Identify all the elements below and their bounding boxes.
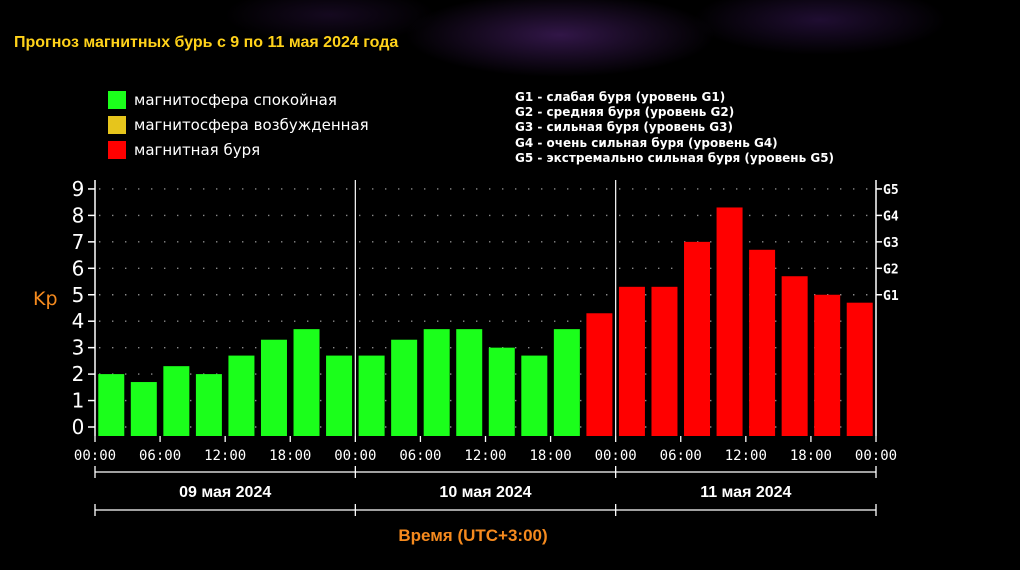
g-legend-g3: G3 - сильная буря (уровень G3) xyxy=(515,120,733,135)
x-tick-label-12: 00:00 xyxy=(855,448,897,464)
g-legend-g5: G5 - экстремально сильная буря (уровень … xyxy=(515,150,835,165)
bar-16 xyxy=(618,286,645,436)
x-tick-label-7: 18:00 xyxy=(530,448,572,464)
x-tick-label-9: 06:00 xyxy=(660,448,702,464)
bar-7 xyxy=(326,355,353,436)
bar-14 xyxy=(553,329,580,436)
y-tick-label-3: 3 xyxy=(72,336,85,360)
g-tick-label-4: G5 xyxy=(883,183,899,198)
x-tick-label-2: 12:00 xyxy=(204,448,246,464)
y-tick-label-4: 4 xyxy=(72,309,85,333)
bar-4 xyxy=(228,355,255,436)
g-legend-g1: G1 - слабая буря (уровень G1) xyxy=(515,90,726,104)
g-legend-g2: G2 - средняя буря (уровень G2) xyxy=(515,105,735,120)
day-label-0: 09 мая 2024 xyxy=(179,484,271,501)
day-label-1: 10 мая 2024 xyxy=(439,484,531,501)
g-legend-g4: G4 - очень сильная буря (уровень G4) xyxy=(515,135,778,150)
legend-item-storm: магнитная буря xyxy=(108,140,260,160)
bar-15 xyxy=(586,313,613,436)
bar-17 xyxy=(651,286,678,436)
bar-23 xyxy=(846,302,873,436)
legend-item-quiet: магнитосфера спокойная xyxy=(108,90,337,110)
legend-label-storm: магнитная буря xyxy=(134,141,261,159)
legend-label-excited: магнитосфера возбужденная xyxy=(134,116,369,134)
bar-9 xyxy=(391,339,418,436)
bar-22 xyxy=(814,294,841,436)
x-tick-label-11: 18:00 xyxy=(790,448,832,464)
bar-2 xyxy=(163,366,190,436)
bar-18 xyxy=(684,241,711,436)
bar-5 xyxy=(260,339,287,436)
bar-1 xyxy=(130,382,157,436)
y-tick-label-6: 6 xyxy=(72,256,85,280)
bar-8 xyxy=(358,355,385,436)
bar-10 xyxy=(423,329,450,436)
y-tick-label-1: 1 xyxy=(72,389,85,413)
x-tick-label-10: 12:00 xyxy=(725,448,767,464)
bar-6 xyxy=(293,329,320,436)
legend-swatch-storm xyxy=(108,141,126,159)
legend-swatch-quiet xyxy=(108,91,126,109)
bar-13 xyxy=(521,355,548,436)
bar-19 xyxy=(716,207,743,436)
y-tick-label-0: 0 xyxy=(72,415,85,439)
y-tick-label-5: 5 xyxy=(72,283,85,307)
bar-11 xyxy=(456,329,483,436)
legend-item-excited: магнитосфера возбужденная xyxy=(108,115,369,135)
day-label-2: 11 мая 2024 xyxy=(700,484,791,501)
x-axis-label: Время (UTC+3:00) xyxy=(398,526,547,545)
x-tick-label-0: 00:00 xyxy=(74,448,116,464)
g-tick-label-3: G4 xyxy=(883,209,899,224)
bar-21 xyxy=(781,276,808,436)
bar-3 xyxy=(195,374,222,436)
x-tick-label-1: 06:00 xyxy=(139,448,181,464)
y-tick-label-8: 8 xyxy=(72,203,85,227)
g-tick-label-0: G1 xyxy=(883,289,899,304)
x-tick-label-8: 00:00 xyxy=(595,448,637,464)
legend-label-quiet: магнитосфера спокойная xyxy=(134,91,337,109)
x-tick-label-4: 00:00 xyxy=(334,448,376,464)
x-tick-label-6: 12:00 xyxy=(464,448,506,464)
g-tick-label-2: G3 xyxy=(883,236,899,251)
y-tick-label-7: 7 xyxy=(72,230,85,254)
y-axis-label: Kp xyxy=(33,288,58,310)
y-tick-label-2: 2 xyxy=(72,362,85,386)
y-tick-label-9: 9 xyxy=(72,177,85,201)
x-tick-label-3: 18:00 xyxy=(269,448,311,464)
legend-swatch-excited xyxy=(108,116,126,134)
page-title: Прогноз магнитных бурь с 9 по 11 мая 202… xyxy=(14,34,399,51)
x-tick-label-5: 06:00 xyxy=(399,448,441,464)
g-tick-label-1: G2 xyxy=(883,262,899,277)
g-level-legend: G1 - слабая буря (уровень G1) G2 - средн… xyxy=(515,90,834,166)
bar-12 xyxy=(488,347,515,436)
bar-20 xyxy=(749,249,776,436)
bar-0 xyxy=(98,374,125,436)
